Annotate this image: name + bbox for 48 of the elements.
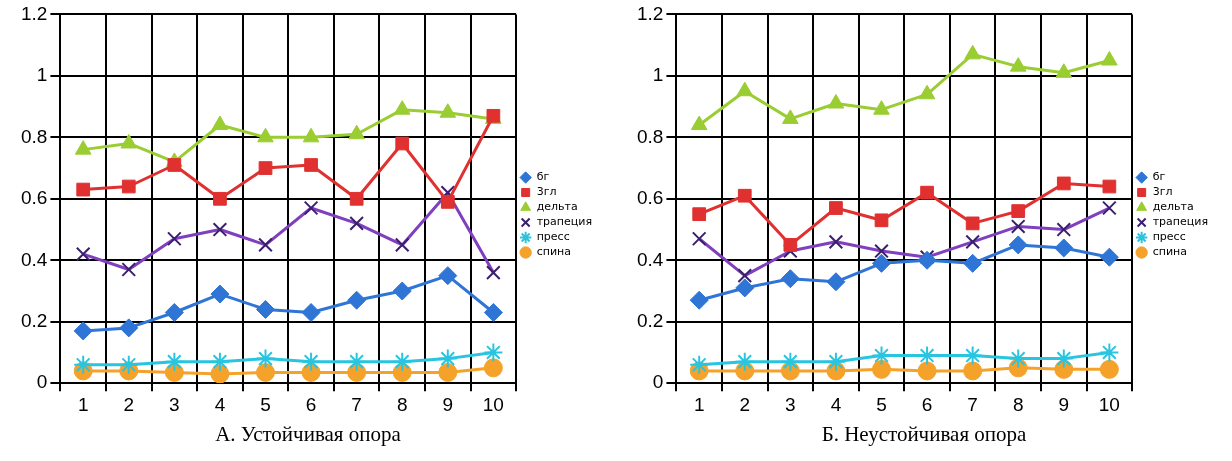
x-tick-label: 5 <box>876 393 887 415</box>
x-tick-label: 9 <box>1058 393 1070 415</box>
y-tick-label: 0.2 <box>20 309 48 331</box>
y-tick-label: 1 <box>36 64 48 86</box>
y-tick-label: 0.4 <box>20 248 48 270</box>
legend-label: пресс <box>536 230 570 244</box>
legend-label: бг <box>536 170 550 184</box>
x-tick-label: 6 <box>305 393 317 415</box>
y-tick-label: 0.8 <box>636 125 664 147</box>
x-tick-label: 7 <box>967 393 978 415</box>
text: Б. Неустойчивая опора <box>821 422 1027 447</box>
legend-label: трапеция <box>1152 215 1208 229</box>
legend-label: 3гл <box>1152 185 1173 199</box>
y-tick-label: 0.6 <box>20 187 48 209</box>
x-tick-label: 2 <box>123 393 135 415</box>
legend-label: спина <box>536 245 571 259</box>
text: А. Устойчивая опора <box>215 422 401 447</box>
legend-label: 3гл <box>536 185 557 199</box>
x-tick-label: 2 <box>739 393 751 415</box>
x-tick-label: 4 <box>214 393 226 415</box>
legend-label: дельта <box>1152 200 1194 214</box>
y-tick-label: 0.4 <box>636 248 664 270</box>
y-tick-label: 0.6 <box>636 187 664 209</box>
x-tick-label: 7 <box>351 393 362 415</box>
x-tick-label: 4 <box>830 393 842 415</box>
legend-label: трапеция <box>536 215 592 229</box>
y-tick-label: 0.2 <box>636 309 664 331</box>
x-tick-label: 5 <box>260 393 271 415</box>
y-tick-label: 0 <box>652 371 664 393</box>
x-tick-label: 1 <box>693 393 705 415</box>
x-tick-label: 1 <box>77 393 89 415</box>
legend-label: дельта <box>536 200 578 214</box>
legend-label: пресс <box>1152 230 1186 244</box>
y-tick-label: 0.8 <box>20 125 48 147</box>
x-tick-label: 10 <box>482 393 504 415</box>
x-tick-label: 3 <box>169 393 180 415</box>
y-tick-label: 1 <box>652 64 664 86</box>
x-tick-label: 10 <box>1098 393 1120 415</box>
legend-label: спина <box>1152 245 1187 259</box>
x-tick-label: 3 <box>785 393 796 415</box>
y-tick-label: 1.2 <box>636 2 664 24</box>
y-tick-label: 1.2 <box>20 2 48 24</box>
x-tick-label: 8 <box>1012 393 1024 415</box>
y-tick-label: 0 <box>36 371 48 393</box>
x-tick-label: 8 <box>396 393 408 415</box>
x-tick-label: 6 <box>921 393 933 415</box>
x-tick-label: 9 <box>442 393 454 415</box>
legend-label: бг <box>1152 170 1166 184</box>
